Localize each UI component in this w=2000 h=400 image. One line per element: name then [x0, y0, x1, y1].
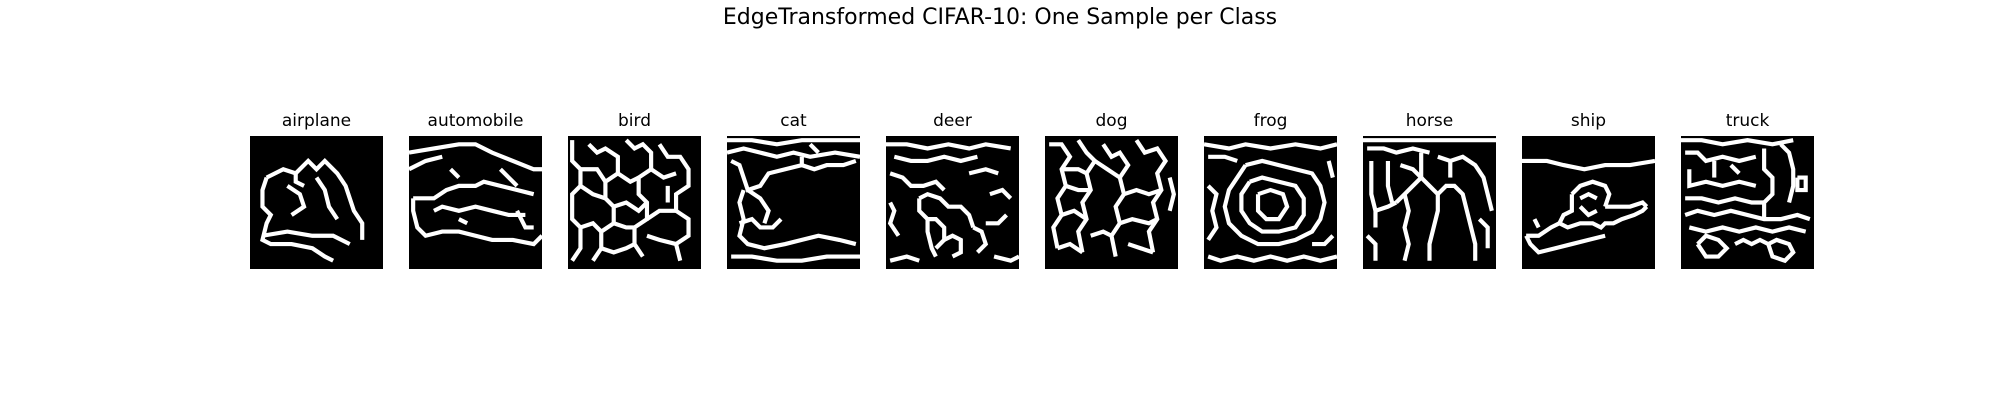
panel-truck: truck [1681, 110, 1814, 269]
panel-title: airplane [281, 111, 352, 131]
panel-title: frog [1253, 111, 1288, 131]
panel-title: dog [1095, 111, 1128, 131]
edge-image-bird [568, 136, 701, 269]
panel-horse: horse [1363, 110, 1496, 269]
panel-title: deer [933, 111, 972, 131]
edge-image-airplane [250, 136, 383, 269]
panel-title: bird [618, 111, 651, 131]
edge-image-deer [886, 136, 1019, 269]
panel-deer: deer [886, 110, 1019, 269]
panel-title: ship [1570, 111, 1607, 131]
edge-image-dog [1045, 136, 1178, 269]
panel-title: horse [1405, 111, 1454, 131]
panel-airplane: airplane [250, 110, 383, 269]
panel-bird: bird [568, 110, 701, 269]
edge-image-automobile [409, 136, 542, 269]
edge-image-truck [1681, 136, 1814, 269]
panel-automobile: automobile [409, 110, 542, 269]
figure-title: EdgeTransformed CIFAR-10: One Sample per… [722, 5, 1278, 30]
edge-image-frog [1204, 136, 1337, 269]
panel-title: automobile [427, 111, 524, 131]
edge-image-horse [1363, 136, 1496, 269]
panel-title: truck [1725, 111, 1770, 131]
edge-image-ship [1522, 136, 1655, 269]
panel-ship: ship [1522, 110, 1655, 269]
panel-title: cat [780, 111, 807, 131]
panel-dog: dog [1045, 110, 1178, 269]
panel-frog: frog [1204, 110, 1337, 269]
edge-image-cat [727, 136, 860, 269]
panel-cat: cat [727, 110, 860, 269]
